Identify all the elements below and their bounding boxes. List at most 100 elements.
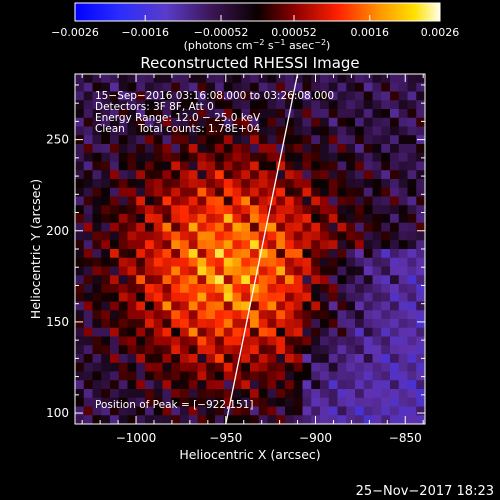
heatmap-cell xyxy=(162,161,172,171)
heatmap-cell xyxy=(276,91,286,101)
heatmap-cell xyxy=(381,301,391,311)
heatmap-cell xyxy=(285,275,295,285)
heatmap-cell xyxy=(285,196,295,206)
heatmap-cell xyxy=(145,389,155,399)
heatmap-cell xyxy=(75,284,85,294)
heatmap-cell xyxy=(258,406,269,416)
heatmap-cell xyxy=(75,266,85,276)
heatmap-cell xyxy=(250,389,260,399)
heatmap-cell xyxy=(285,240,295,250)
heatmap-cell xyxy=(258,389,269,399)
heatmap-cell xyxy=(250,91,260,101)
heatmap-cell xyxy=(416,389,425,399)
heatmap-cell xyxy=(407,144,417,154)
heatmap-cell xyxy=(75,214,85,224)
heatmap-cell xyxy=(127,161,137,171)
heatmap-cell xyxy=(250,301,260,311)
heatmap-cell xyxy=(83,161,94,171)
heatmap-cell xyxy=(206,240,216,250)
heatmap-cell xyxy=(92,310,102,320)
heatmap-cell xyxy=(407,179,417,189)
colorbar-gradient xyxy=(74,2,441,22)
heatmap-cell xyxy=(372,170,382,180)
heatmap-cell xyxy=(145,240,155,250)
heatmap-cell xyxy=(136,117,146,128)
heatmap-cell xyxy=(180,266,190,276)
heatmap-cell xyxy=(83,284,94,294)
heatmap-cell xyxy=(241,222,251,233)
heatmap-cell xyxy=(285,310,295,320)
heatmap-cell xyxy=(241,117,251,128)
heatmap-cell xyxy=(293,126,304,136)
heatmap-cell xyxy=(162,74,172,84)
heatmap-cell xyxy=(337,389,347,399)
heatmap-cell xyxy=(381,415,391,424)
heatmap-cell xyxy=(127,170,137,180)
heatmap-cell xyxy=(75,371,85,381)
heatmap-cell xyxy=(127,231,137,241)
heatmap-cell xyxy=(258,380,269,390)
heatmap-cell xyxy=(337,91,347,101)
heatmap-cell xyxy=(206,406,216,416)
heatmap-cell xyxy=(188,249,199,259)
heatmap-cell xyxy=(232,284,242,294)
heatmap-cell xyxy=(285,231,295,241)
heatmap-cell xyxy=(285,170,295,180)
heatmap-cell xyxy=(337,284,347,294)
heatmap-cell xyxy=(372,275,382,285)
heatmap-cell xyxy=(197,380,207,390)
heatmap-cell xyxy=(118,389,129,399)
heatmap-cell xyxy=(188,170,199,180)
heatmap-cell xyxy=(381,284,391,294)
heatmap-cell xyxy=(311,214,321,224)
x-tick-label: −950 xyxy=(209,431,242,445)
heatmap-cell xyxy=(276,266,286,276)
heatmap-cell xyxy=(320,187,330,198)
heatmap-cell xyxy=(171,214,181,224)
heatmap-cell xyxy=(355,144,365,154)
heatmap-cell xyxy=(311,196,321,206)
heatmap-cell xyxy=(171,231,181,241)
heatmap-cell xyxy=(215,74,225,84)
heatmap-cell xyxy=(215,336,225,346)
heatmap-cell xyxy=(293,91,304,101)
heatmap-cell xyxy=(407,284,417,294)
heatmap-cell xyxy=(258,292,269,303)
heatmap-cell xyxy=(110,91,120,101)
heatmap-cell xyxy=(320,380,330,390)
heatmap-cell xyxy=(171,336,181,346)
heatmap-cell xyxy=(355,354,365,364)
heatmap-cell xyxy=(267,240,277,250)
heatmap-cell xyxy=(145,319,155,329)
heatmap-cell xyxy=(215,327,225,338)
heatmap-cell xyxy=(145,231,155,241)
heatmap-cell xyxy=(416,82,425,93)
heatmap-cell xyxy=(398,249,409,259)
heatmap-cell xyxy=(293,336,304,346)
heatmap-cell xyxy=(250,354,260,364)
heatmap-cell xyxy=(311,205,321,215)
heatmap-cell xyxy=(355,74,365,84)
colorbar-units: (photons cm−2 s−1 asec−2) xyxy=(184,38,331,52)
heatmap-cell xyxy=(118,319,129,329)
heatmap-cell xyxy=(381,135,391,145)
heatmap-cell xyxy=(197,371,207,381)
heatmap-cell xyxy=(416,354,425,364)
heatmap-cell xyxy=(407,170,417,180)
heatmap-cell xyxy=(136,179,146,189)
heatmap-cell xyxy=(267,82,277,93)
heatmap-cell xyxy=(407,117,417,128)
heatmap-cell xyxy=(311,135,321,145)
heatmap-cell xyxy=(250,170,260,180)
heatmap-cell xyxy=(320,214,330,224)
heatmap-cell xyxy=(145,292,155,303)
heatmap-cell xyxy=(92,301,102,311)
heatmap-cell xyxy=(171,310,181,320)
heatmap-cell xyxy=(363,275,374,285)
heatmap-cell xyxy=(328,415,339,424)
heatmap-cell xyxy=(223,161,234,171)
heatmap-cell xyxy=(320,354,330,364)
heatmap-cell xyxy=(258,82,269,93)
heatmap-cell xyxy=(293,222,304,233)
heatmap-cell xyxy=(311,187,321,198)
